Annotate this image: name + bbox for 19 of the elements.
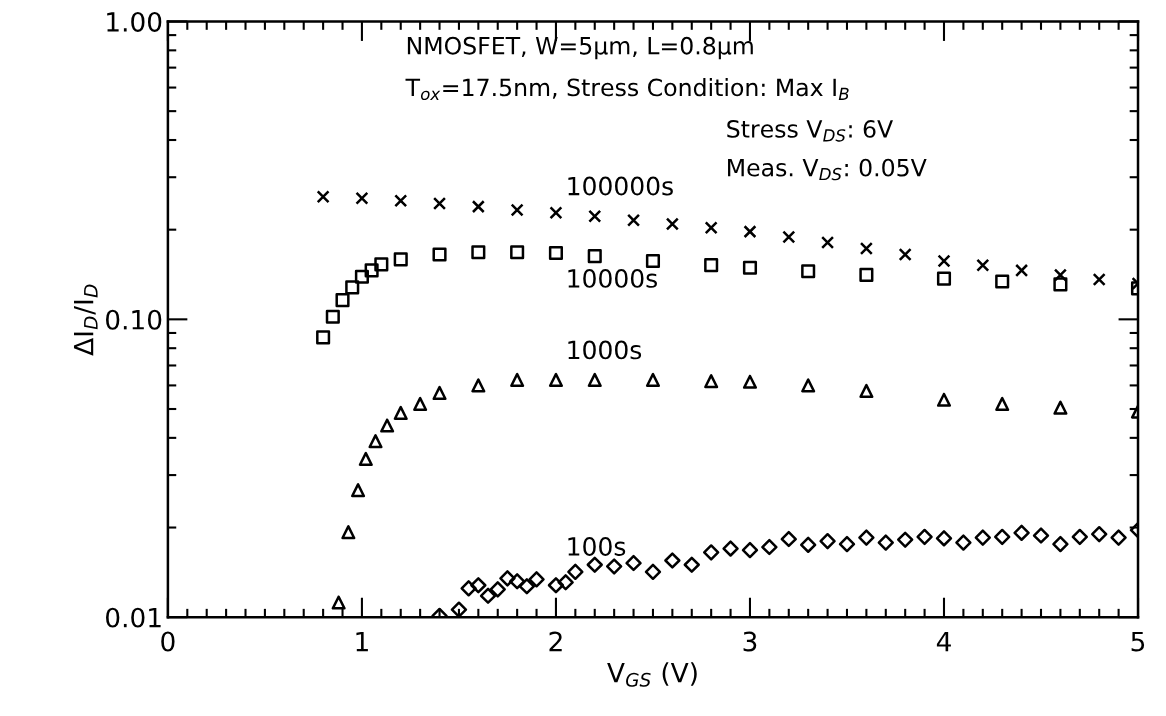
series-label: 1000s bbox=[568, 340, 642, 360]
x-axis-title: V$_{GS}$ (V) bbox=[607, 662, 697, 687]
annotation: Stress V$_{DS}$: 6V bbox=[727, 120, 893, 142]
series-label: 10000s bbox=[568, 268, 657, 288]
series-label: 100000s bbox=[568, 176, 673, 196]
series-label: 100s bbox=[568, 537, 626, 556]
annotation: Meas. V$_{DS}$: 0.05V bbox=[728, 158, 927, 181]
annotation: NMOSFET, W=5μm, L=0.8μm bbox=[407, 36, 753, 60]
y-tick-label: 1.00 bbox=[107, 11, 162, 32]
y-axis-title: ΔI$_{D}$/I$_{D}$ bbox=[73, 284, 98, 356]
x-tick-label: 2 bbox=[549, 631, 562, 652]
x-tick-label: 0 bbox=[161, 631, 175, 652]
x-tick-label: 4 bbox=[936, 631, 951, 652]
annotation: T$_{ox}$=17.5nm, Stress Condition: Max I$_{B}$ bbox=[405, 78, 849, 101]
x-tick-label: 1 bbox=[356, 631, 368, 652]
y-tick-label: 0.01 bbox=[106, 607, 161, 628]
x-tick-label: 5 bbox=[1131, 631, 1145, 652]
y-tick-label: 0.10 bbox=[106, 309, 162, 330]
x-tick-label: 3 bbox=[743, 631, 757, 652]
